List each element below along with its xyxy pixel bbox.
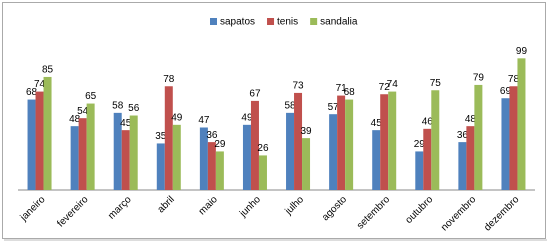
legend-label: sapatos (220, 17, 255, 28)
bar (43, 76, 52, 190)
bar (35, 91, 44, 190)
bar (199, 127, 208, 190)
data-label: 75 (430, 78, 442, 89)
data-label: 74 (387, 79, 399, 90)
bar (501, 98, 510, 190)
data-label: 48 (69, 114, 81, 125)
data-label: 45 (371, 118, 383, 129)
data-label: 58 (112, 101, 124, 112)
data-label: 68 (26, 87, 38, 98)
legend-swatch (210, 18, 217, 25)
bar (250, 100, 259, 190)
bar (86, 103, 95, 190)
data-label: 74 (34, 79, 46, 90)
data-label: 39 (300, 126, 312, 137)
bar (329, 114, 338, 190)
bar (509, 86, 518, 190)
bar (258, 155, 267, 190)
bar (388, 91, 397, 190)
data-label: 79 (473, 73, 485, 84)
bar (294, 92, 303, 190)
bar (156, 143, 165, 190)
data-label: 67 (249, 89, 261, 100)
data-label: 71 (336, 83, 348, 94)
data-label: 45 (120, 118, 132, 129)
data-label: 36 (206, 130, 218, 141)
bar (129, 115, 138, 190)
bar (78, 118, 87, 190)
bar (27, 99, 36, 190)
data-label: 99 (516, 46, 528, 57)
bar (431, 90, 440, 190)
bar (164, 86, 173, 190)
bar (458, 142, 467, 190)
bar (215, 151, 224, 190)
legend-label: tenis (277, 17, 298, 28)
bar (113, 112, 122, 190)
data-label: 56 (128, 103, 140, 114)
data-label: 57 (328, 102, 340, 113)
data-label: 78 (508, 74, 520, 85)
data-label: 85 (42, 65, 54, 76)
bar (474, 84, 483, 190)
data-label: 73 (292, 81, 304, 92)
bar (242, 124, 251, 190)
bar (345, 99, 354, 190)
legend-label: sandalia (320, 17, 358, 28)
data-label: 69 (500, 86, 512, 97)
bar (372, 130, 381, 190)
data-label: 65 (85, 91, 97, 102)
data-label: 29 (414, 139, 426, 150)
bar (517, 58, 526, 190)
bar (415, 151, 424, 190)
data-label: 78 (163, 74, 175, 85)
data-label: 72 (379, 82, 391, 93)
legend-swatch (310, 18, 318, 25)
bar (423, 128, 432, 190)
data-label: 68 (344, 87, 356, 98)
data-label: 35 (155, 131, 167, 142)
data-label: 47 (198, 115, 210, 126)
data-label: 46 (422, 116, 434, 127)
data-label: 54 (77, 106, 89, 117)
data-label: 49 (241, 112, 253, 123)
bar (121, 130, 130, 190)
data-label: 36 (457, 130, 469, 141)
bar (380, 94, 389, 190)
data-label: 26 (257, 143, 269, 154)
data-label: 49 (171, 112, 183, 123)
bar (302, 138, 311, 190)
data-label: 48 (465, 114, 477, 125)
data-label: 58 (284, 101, 296, 112)
bar (466, 126, 475, 190)
bar (207, 142, 216, 190)
legend-swatch (267, 18, 275, 25)
bar (286, 112, 295, 190)
bar (172, 124, 181, 190)
data-label: 29 (214, 139, 226, 150)
bar (337, 95, 346, 190)
bar (70, 126, 79, 190)
